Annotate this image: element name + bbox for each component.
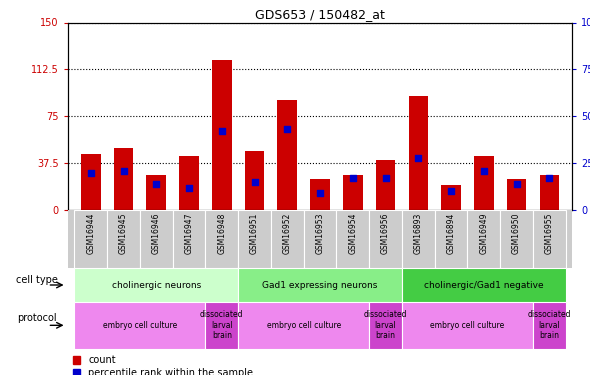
Text: GSM16948: GSM16948 — [217, 213, 227, 254]
Point — [86, 170, 96, 176]
Bar — [533, 302, 566, 349]
Bar — [304, 210, 336, 268]
Point — [217, 128, 227, 134]
Text: embryo cell culture: embryo cell culture — [103, 321, 177, 330]
Bar — [245, 151, 264, 210]
Bar — [173, 210, 205, 268]
Text: Gad1 expressing neurons: Gad1 expressing neurons — [263, 280, 378, 290]
Text: GSM16952: GSM16952 — [283, 213, 292, 254]
Point — [512, 181, 522, 187]
Point — [152, 181, 161, 187]
Bar — [238, 302, 369, 349]
Bar — [467, 210, 500, 268]
Bar — [277, 100, 297, 210]
Bar — [474, 156, 494, 210]
Text: dissociated
larval
brain: dissociated larval brain — [200, 310, 244, 340]
Bar — [271, 210, 304, 268]
Text: embryo cell culture: embryo cell culture — [430, 321, 504, 330]
Text: cholinergic neurons: cholinergic neurons — [112, 280, 201, 290]
Text: protocol: protocol — [18, 313, 57, 323]
Text: GSM16946: GSM16946 — [152, 213, 161, 254]
Text: embryo cell culture: embryo cell culture — [267, 321, 341, 330]
Bar — [74, 268, 238, 302]
Point — [545, 175, 554, 181]
Bar — [369, 210, 402, 268]
Bar — [539, 175, 559, 210]
Point — [348, 175, 358, 181]
Text: GSM16949: GSM16949 — [479, 213, 489, 254]
Text: GSM16893: GSM16893 — [414, 213, 423, 254]
Point — [119, 168, 128, 174]
Bar — [179, 156, 199, 210]
Bar — [435, 210, 467, 268]
Bar — [238, 268, 402, 302]
Text: cell type: cell type — [17, 275, 58, 285]
Text: GSM16951: GSM16951 — [250, 213, 259, 254]
Bar — [507, 179, 526, 210]
Bar — [343, 175, 363, 210]
Text: GSM16950: GSM16950 — [512, 213, 521, 254]
Text: GSM16947: GSM16947 — [185, 213, 194, 254]
Bar — [310, 179, 330, 210]
Point — [184, 184, 194, 190]
Point — [283, 126, 292, 132]
Bar — [205, 210, 238, 268]
Point — [479, 168, 489, 174]
Legend: count, percentile rank within the sample: count, percentile rank within the sample — [73, 356, 253, 375]
Point — [414, 154, 423, 160]
Bar — [238, 210, 271, 268]
Bar — [376, 160, 395, 210]
Bar — [533, 210, 566, 268]
Bar — [402, 268, 566, 302]
Text: GSM16953: GSM16953 — [316, 213, 325, 254]
Text: GSM16956: GSM16956 — [381, 213, 390, 254]
Point — [250, 179, 259, 185]
Text: GSM16954: GSM16954 — [348, 213, 358, 254]
Point — [315, 190, 324, 196]
Text: cholinergic/Gad1 negative: cholinergic/Gad1 negative — [424, 280, 543, 290]
Bar — [402, 210, 435, 268]
Bar — [369, 302, 402, 349]
Bar — [336, 210, 369, 268]
Title: GDS653 / 150482_at: GDS653 / 150482_at — [255, 8, 385, 21]
Bar — [114, 147, 133, 210]
Text: GSM16955: GSM16955 — [545, 213, 554, 254]
Bar — [74, 210, 107, 268]
Point — [447, 188, 456, 194]
Text: dissociated
larval
brain: dissociated larval brain — [527, 310, 571, 340]
Bar — [140, 210, 173, 268]
Bar — [441, 185, 461, 210]
Bar — [74, 302, 205, 349]
Bar — [408, 96, 428, 210]
Bar — [205, 302, 238, 349]
Bar — [107, 210, 140, 268]
Bar — [402, 302, 533, 349]
Text: GSM16944: GSM16944 — [86, 213, 95, 254]
Point — [381, 175, 391, 181]
Bar — [212, 60, 232, 210]
Bar — [81, 154, 101, 210]
Text: GSM16945: GSM16945 — [119, 213, 128, 254]
Text: dissociated
larval
brain: dissociated larval brain — [364, 310, 407, 340]
Text: GSM16894: GSM16894 — [447, 213, 455, 254]
Bar — [146, 175, 166, 210]
Bar — [500, 210, 533, 268]
